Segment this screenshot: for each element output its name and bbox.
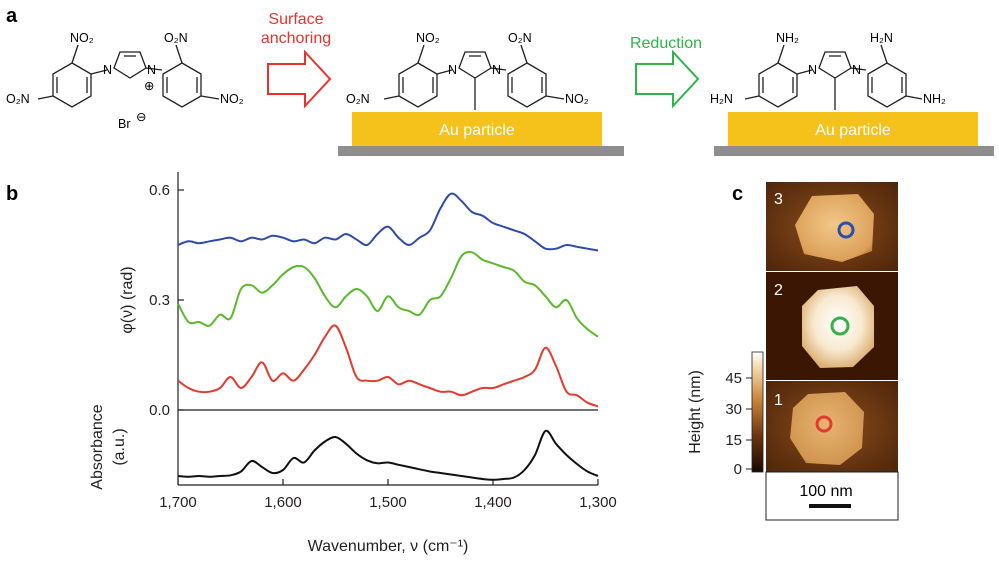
mol2-o2n-top-right: O₂N xyxy=(508,31,532,45)
mol1-ring-n1: N xyxy=(103,63,112,77)
mol3-h2n-left-end: H₂N xyxy=(710,92,733,106)
mol2-ring-n2: N xyxy=(492,63,501,77)
series-green xyxy=(177,251,599,338)
x-tick-label: 1,600 xyxy=(264,494,302,511)
series-red xyxy=(177,324,599,408)
panel-label-a: a xyxy=(6,5,18,27)
molecule-anchored-nitro xyxy=(383,44,565,110)
mol1-counterion: Br xyxy=(118,117,131,131)
mol2-o2n-left-end: O₂N xyxy=(346,92,370,106)
mol1-no2-right-end: NO₂ xyxy=(220,92,244,106)
step2-label: Reduction xyxy=(630,35,702,52)
molecule-imidazolium-salt xyxy=(37,44,220,108)
afm-marker-1 xyxy=(815,415,833,433)
mol3-h2n-top-right: H₂N xyxy=(870,31,893,45)
series-blue xyxy=(177,192,599,252)
step1-label-line2: anchoring xyxy=(261,30,331,47)
upper-y-tick-label: 0.6 xyxy=(149,182,170,199)
panel-label-c: c xyxy=(732,183,743,205)
upper-y-axis-label: φ(ν) (rad) xyxy=(119,266,136,333)
height-colorbar xyxy=(751,351,764,473)
afm-label-1: 1 xyxy=(774,392,783,409)
lower-y-axis-label-line1: Absorbance xyxy=(89,404,106,489)
scale-bar-label: 100 nm xyxy=(799,483,852,500)
mol3-nh2-right-end: NH₂ xyxy=(923,92,946,106)
au-particle-label-2: Au particle xyxy=(815,122,891,139)
afm-marker-2 xyxy=(830,316,850,336)
colorbar-ticks: 0 15 30 45 xyxy=(725,370,752,478)
afm-image-3: 3 xyxy=(766,182,898,271)
surface-anchoring-arrow xyxy=(267,49,332,109)
substrate-1 xyxy=(338,146,624,156)
mol1-o2n-top-right: O₂N xyxy=(164,31,188,45)
scale-bar xyxy=(809,504,851,508)
step1-label-line1: Surface xyxy=(268,11,323,28)
afm-image-2: 2 xyxy=(766,272,898,380)
colorbar-tick-label: 30 xyxy=(725,401,742,418)
mol3-ring-n1: N xyxy=(808,63,817,77)
x-tick-label: 1,300 xyxy=(579,494,617,511)
au-particle-1 xyxy=(352,112,602,146)
mol2-no2-top-left: NO₂ xyxy=(416,31,440,45)
colorbar-tick-label: 0 xyxy=(734,461,742,478)
reduction-arrow xyxy=(635,49,700,109)
au-particle-2 xyxy=(728,112,978,146)
upper-y-tick-label: 0.0 xyxy=(149,402,170,419)
afm-image-1: 1 xyxy=(766,381,898,472)
spectra-series xyxy=(177,192,599,481)
x-axis-label: Wavenumber, ν (cm⁻¹) xyxy=(308,538,469,555)
x-ticks: 1,700 1,600 1,500 1,400 1,300 xyxy=(159,479,617,511)
mol2-ring-n1: N xyxy=(448,63,457,77)
mol2-no2-right-end: NO₂ xyxy=(565,92,589,106)
mol1-ring-n2: N xyxy=(147,63,156,77)
molecule-anchored-amine xyxy=(744,44,923,110)
mol3-nh2-top-left: NH₂ xyxy=(776,31,799,45)
upper-y-ticks: 0.0 0.3 0.6 xyxy=(149,182,184,419)
lower-y-axis-label-line2: (a.u.) xyxy=(111,428,128,465)
au-particle-label-1: Au particle xyxy=(439,122,515,139)
mol1-o2n-left-end: O₂N xyxy=(6,92,30,106)
mol1-ring-charge: ⊕ xyxy=(144,79,154,93)
x-tick-label: 1,700 xyxy=(159,494,197,511)
colorbar-label: Height (nm) xyxy=(687,370,704,454)
x-tick-label: 1,400 xyxy=(474,494,512,511)
panel-label-b: b xyxy=(6,183,18,205)
mol1-counterion-charge: ⊖ xyxy=(136,110,146,124)
afm-label-2: 2 xyxy=(774,282,783,299)
x-tick-label: 1,500 xyxy=(369,494,407,511)
absorbance-series xyxy=(177,429,599,481)
scale-bar-box xyxy=(765,471,899,521)
substrate-2 xyxy=(714,146,994,156)
mol1-no2-top-left: NO₂ xyxy=(70,31,94,45)
colorbar-tick-label: 45 xyxy=(725,370,742,387)
upper-y-tick-label: 0.3 xyxy=(149,292,170,309)
afm-marker-3 xyxy=(837,221,855,239)
colorbar-tick-label: 15 xyxy=(725,432,742,449)
mol3-ring-n2: N xyxy=(852,63,861,77)
afm-label-3: 3 xyxy=(774,191,783,208)
